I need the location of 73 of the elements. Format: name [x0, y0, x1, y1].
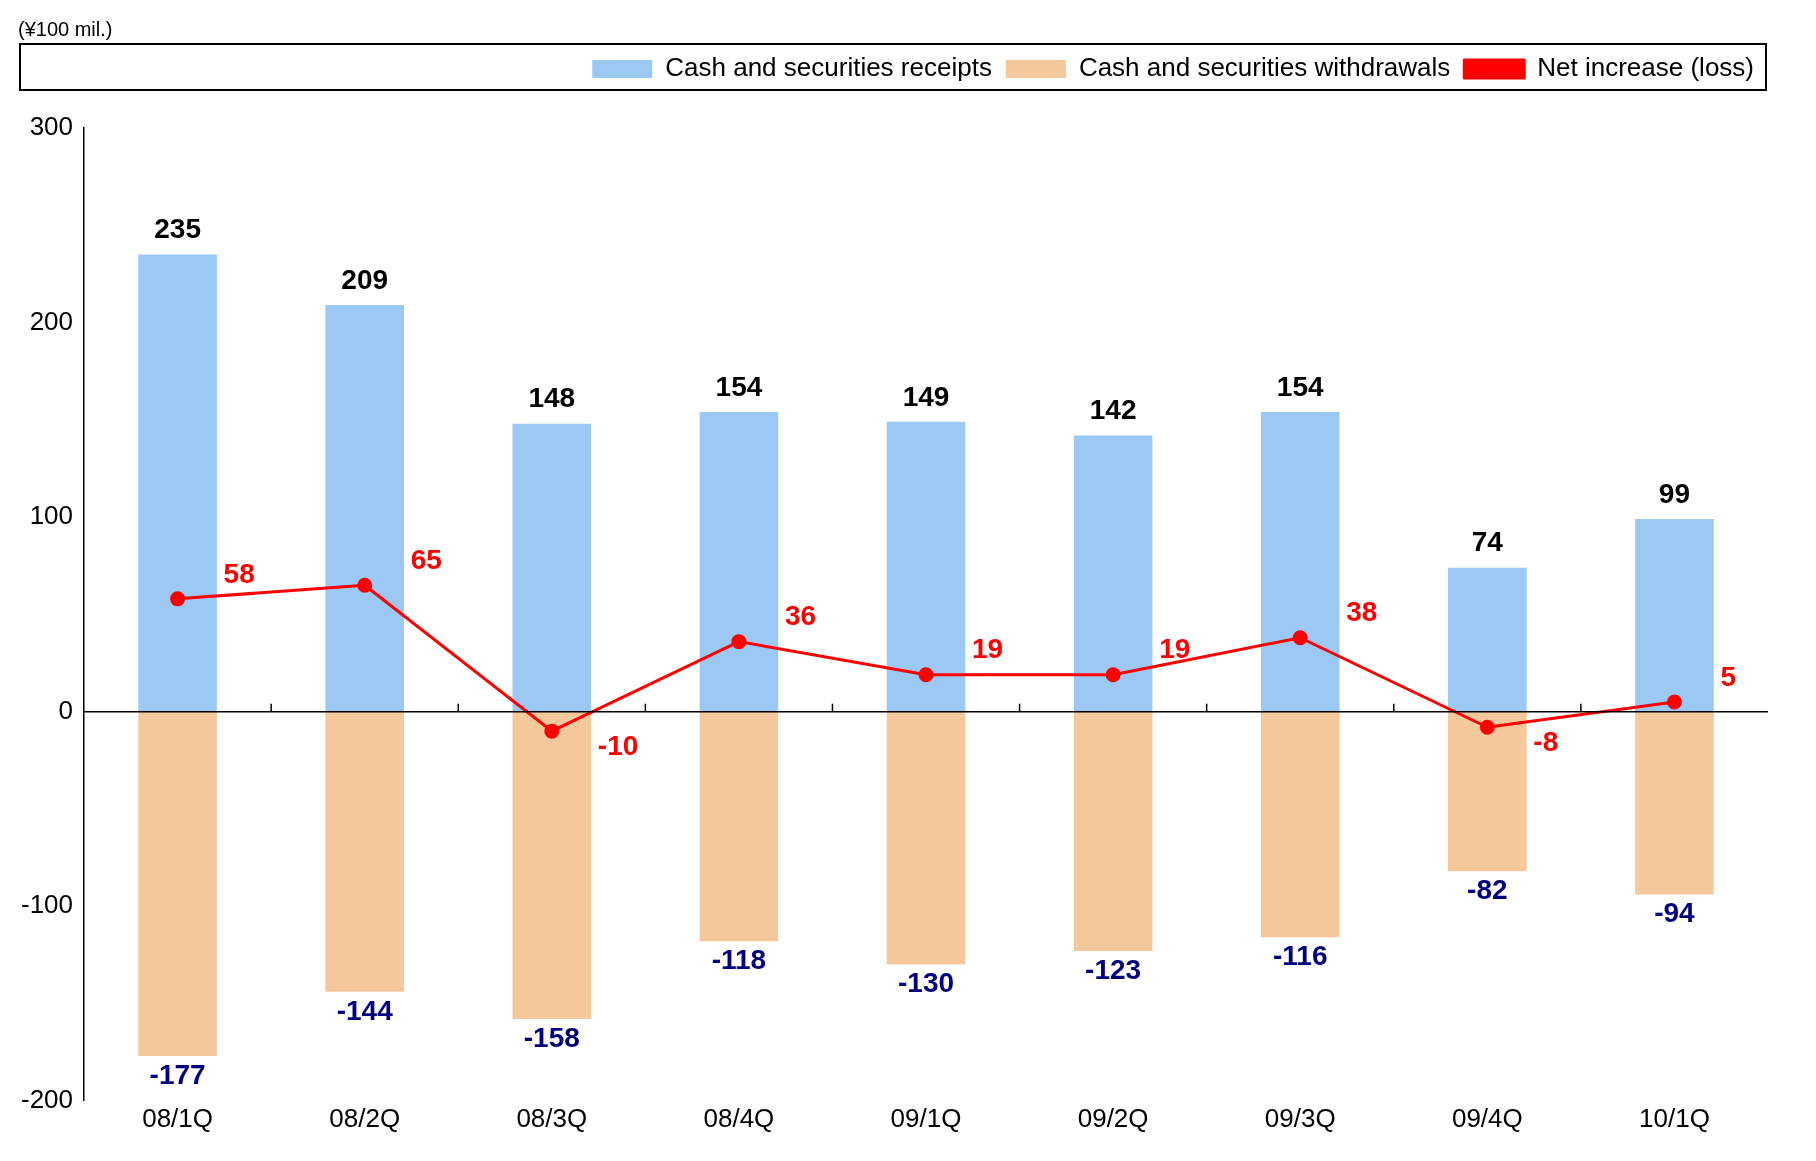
bar: [886, 421, 966, 712]
data-label: 5: [1720, 660, 1737, 692]
legend-label: Net increase (loss): [1537, 52, 1754, 83]
x-tick-label: 09/2Q: [1077, 1102, 1149, 1133]
data-label: 154: [715, 370, 763, 402]
y-tick-label: 100: [29, 500, 74, 531]
bar: [886, 711, 966, 965]
bar: [1073, 435, 1153, 712]
point: [731, 634, 747, 650]
y-tick-label: 300: [29, 111, 74, 142]
bar: [1260, 711, 1340, 938]
x-tick-label: 09/3Q: [1264, 1102, 1336, 1133]
point: [170, 591, 186, 607]
data-label: 19: [1159, 633, 1191, 665]
data-label: -158: [523, 1021, 580, 1053]
data-label: 38: [1346, 596, 1378, 628]
legend-label: Cash and securities withdrawals: [1078, 52, 1451, 83]
data-label: -130: [898, 967, 955, 999]
point: [544, 723, 560, 739]
data-label: -82: [1467, 873, 1508, 905]
bar: [699, 412, 779, 712]
data-label: -144: [336, 994, 394, 1026]
point: [357, 577, 373, 593]
y-tick-label: -200: [20, 1083, 74, 1114]
data-label: 99: [1658, 477, 1691, 509]
data-label: -94: [1654, 897, 1696, 929]
x-tick-label: 08/3Q: [516, 1102, 588, 1133]
x-tick-label: 09/4Q: [1451, 1102, 1523, 1133]
bar: [1635, 711, 1714, 895]
data-label: -118: [711, 943, 767, 975]
y-tick-label: -100: [20, 889, 74, 920]
data-label: 154: [1276, 370, 1325, 402]
bar: [699, 711, 779, 942]
x-tick-label: 09/1Q: [890, 1102, 962, 1133]
x-tick-label: 10/1Q: [1639, 1102, 1710, 1133]
bar: [1448, 711, 1527, 872]
x-tick-label: 08/2Q: [329, 1102, 401, 1133]
data-label: 142: [1089, 394, 1137, 426]
data-label: 65: [410, 543, 442, 575]
data-label: -123: [1085, 953, 1142, 985]
bar: [1073, 711, 1153, 951]
point: [1479, 719, 1495, 735]
bar: [1260, 412, 1340, 712]
x-tick-label: 08/1Q: [142, 1102, 214, 1133]
data-label: -116: [1272, 940, 1328, 972]
point: [1666, 694, 1682, 710]
y-tick-label: 0: [58, 694, 74, 725]
point: [1105, 667, 1121, 683]
data-label: -177: [149, 1058, 206, 1090]
legend-label: Cash and securities receipts: [665, 52, 992, 83]
data-label: 74: [1471, 526, 1504, 558]
bar: [1635, 519, 1714, 712]
bar: [512, 423, 592, 712]
data-label: 148: [528, 382, 576, 414]
point: [1292, 630, 1308, 646]
data-label: 19: [972, 633, 1004, 665]
bar: [138, 711, 217, 1057]
data-label: 235: [154, 213, 201, 245]
data-label: 209: [341, 263, 389, 295]
bar: [1448, 567, 1527, 712]
data-label: 149: [902, 380, 950, 412]
bar: [512, 711, 592, 1020]
point: [918, 667, 934, 683]
bar: [325, 711, 404, 992]
bar: [138, 254, 217, 712]
data-label: -10: [597, 729, 639, 761]
y-axis-title: (¥100 mil.): [18, 17, 113, 40]
x-tick-label: 08/4Q: [703, 1102, 775, 1133]
y-tick-label: 200: [29, 305, 74, 336]
data-label: 36: [784, 600, 817, 632]
data-label: -8: [1533, 725, 1559, 757]
data-label: 58: [223, 557, 255, 589]
bar: [325, 305, 404, 712]
